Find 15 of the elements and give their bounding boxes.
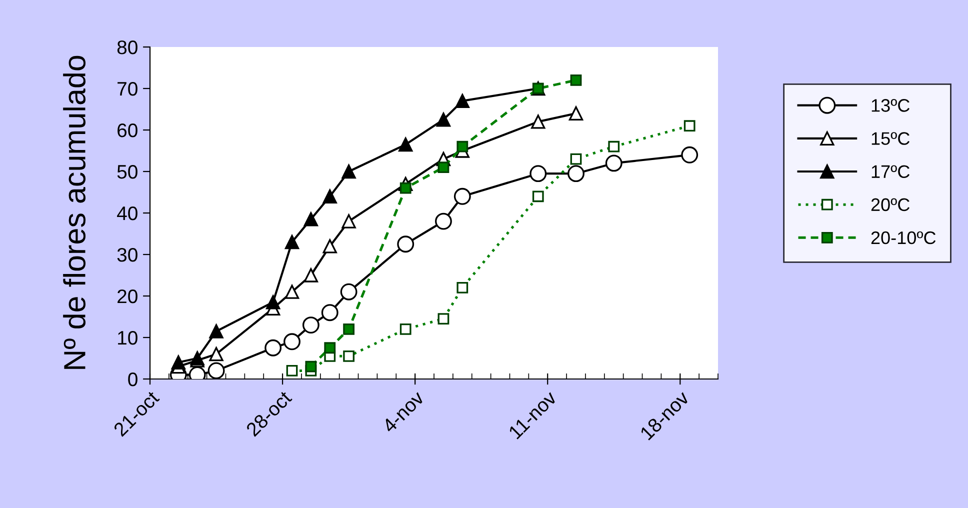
y-tick-label: 10 [118,330,138,345]
legend-label: 20-10ºC [871,231,936,244]
legend-label: 13ºC [872,99,910,112]
y-tick-label: 30 [117,248,138,262]
y-tick-label: 70 [118,82,138,96]
legend-label: 17ºC [872,165,910,178]
y-tick-label: 80 [117,40,138,54]
y-tick-label: 40 [117,206,138,220]
y-tick-label: 0 [128,372,138,386]
y-tick-label: 50 [117,164,138,179]
legend-label: 15ºC [872,132,910,145]
y-tick-label: 60 [118,123,138,138]
y-axis-title: Nº de flores acumulado [63,56,86,369]
y-tick-label: 20 [118,289,138,304]
legend-label: 20ºC [871,198,910,212]
